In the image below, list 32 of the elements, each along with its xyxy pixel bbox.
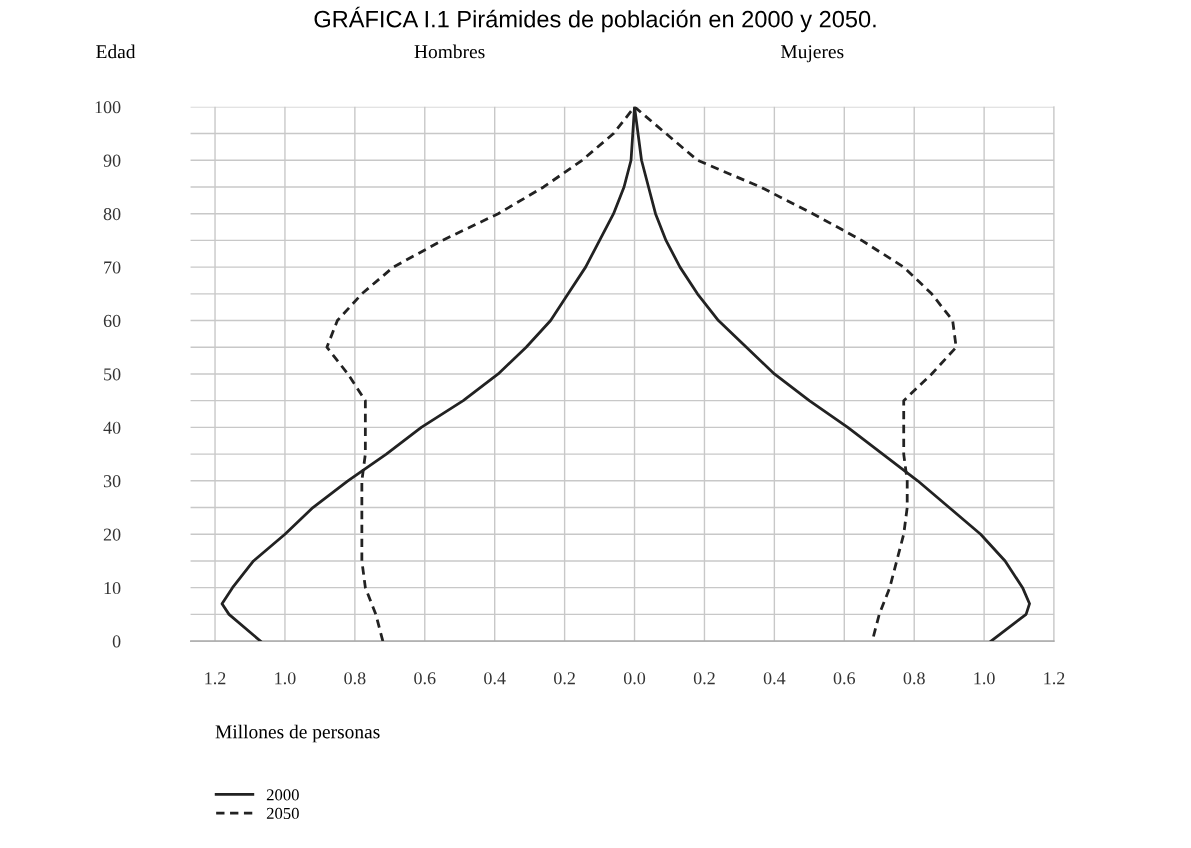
x-axis-title: Millones de personas [215, 724, 380, 743]
x-tick-label: 0.4 [763, 672, 786, 685]
x-tick-label: 0.8 [903, 672, 925, 685]
y-tick-label: 70 [104, 261, 121, 274]
line-series [220, 106, 1031, 642]
y-tick-label: 10 [104, 581, 121, 595]
y-tick-label: 60 [103, 314, 121, 327]
x-tick-label: 1.2 [205, 672, 226, 685]
text: Mujeres [780, 45, 844, 63]
x-tick-label: 1.0 [275, 672, 296, 685]
legend-label: 2050 [266, 807, 299, 820]
y-tick-label: 90 [103, 154, 121, 167]
x-tick-label: 0.6 [833, 672, 856, 685]
y-tick-label: 50 [104, 368, 121, 381]
y-tick-label: 0 [112, 635, 121, 648]
y-tick-label: 30 [103, 475, 121, 488]
x-tick-label: 0.2 [554, 672, 575, 685]
y-tick-label: 80 [103, 207, 121, 221]
text: Hombres [414, 44, 485, 59]
x-tick-label: 0.8 [344, 672, 366, 685]
x-tick-label: 0.2 [693, 672, 715, 685]
x-tick-label: 0.0 [623, 672, 646, 685]
x-tick-label: 0.4 [484, 672, 506, 685]
legend-label: 2000 [266, 789, 299, 801]
y-tick-label: 40 [103, 421, 121, 434]
chart-title: GRÁFICA I.1 Pirámides de población en 2000 y 2050. [314, 6, 876, 33]
y-tick-label: 20 [103, 528, 121, 541]
x-tick-label: 0.6 [414, 672, 436, 685]
y-tick-label: 100 [95, 101, 121, 114]
y-axis-title: Edad [96, 44, 136, 59]
x-tick-label: 1.0 [974, 672, 995, 685]
x-tick-label: 1.2 [1044, 672, 1065, 685]
